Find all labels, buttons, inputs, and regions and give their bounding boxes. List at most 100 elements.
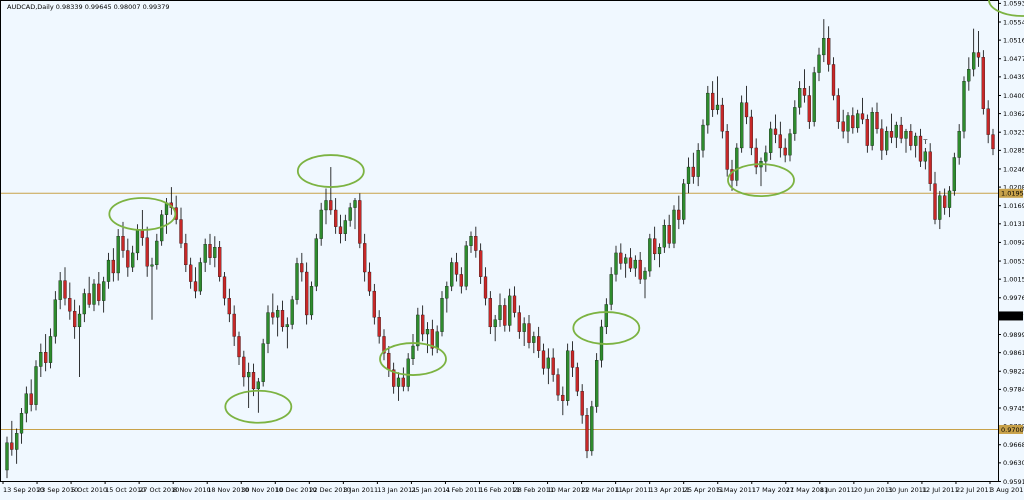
bear-candle — [387, 352, 391, 370]
x-tick-label: 8 Jun 2011 — [820, 486, 855, 494]
bear-candle — [585, 415, 589, 452]
bear-candle — [193, 281, 198, 292]
bear-candle — [73, 310, 77, 328]
bear-candle — [561, 394, 565, 401]
current-price-tag-bg — [999, 311, 1023, 321]
bear-candle — [570, 350, 575, 368]
x-tick-label: 10 Mar 2011 — [548, 486, 589, 494]
bear-candle — [488, 298, 492, 328]
bull-candle — [353, 200, 357, 208]
bear-candle — [121, 236, 125, 251]
bull-candle — [203, 244, 207, 263]
swing-ellipse — [727, 163, 795, 198]
resistance-price-tag-bg — [999, 188, 1023, 198]
bear-candle — [933, 183, 937, 220]
x-tick-label: 27 Oct 2010 — [139, 486, 179, 494]
bull-candle — [213, 247, 217, 258]
bull-candle — [498, 305, 502, 320]
bear-candle — [880, 128, 884, 151]
bull-candle — [894, 124, 898, 138]
bull-candle — [769, 128, 773, 153]
bull-candle — [624, 257, 628, 264]
x-tick-label: 22 Mar 2011 — [582, 486, 623, 494]
bull-candle — [261, 343, 265, 382]
bear-candle — [991, 134, 995, 150]
bear-candle — [227, 298, 231, 315]
bull-candle — [701, 124, 705, 151]
bull-candle — [532, 336, 536, 343]
bear-candle — [208, 244, 212, 258]
bear-candle — [865, 119, 869, 146]
bull-candle — [15, 433, 19, 450]
bear-candle — [363, 243, 367, 273]
bear-candle — [430, 329, 434, 349]
bull-candle — [812, 72, 816, 122]
bull-candle — [247, 372, 251, 378]
bull-candle — [19, 413, 24, 434]
bull-candle — [39, 352, 43, 367]
bear-candle — [111, 259, 115, 274]
chart-text-marker: T — [922, 138, 927, 146]
bear-candle — [126, 250, 130, 268]
bear-candle — [744, 102, 749, 118]
bear-candle — [44, 352, 48, 363]
bull-candle — [92, 283, 96, 305]
bull-candle — [324, 200, 328, 211]
y-tick-label: 1.04770 — [1003, 55, 1024, 63]
bull-candle — [856, 113, 860, 129]
bull-candle — [706, 92, 710, 126]
bear-candle — [517, 312, 521, 332]
y-tick-label: 1.01690 — [1003, 202, 1024, 210]
chart-title: AUDCAD,Daily 0.98339 0.99645 0.98007 0.9… — [7, 3, 170, 11]
bull-candle — [672, 209, 676, 244]
bear-candle — [329, 200, 333, 211]
x-tick-label: 22 Dec 2010 — [309, 486, 351, 494]
bull-candle — [609, 274, 613, 305]
bear-candle — [382, 336, 386, 354]
bull-candle — [740, 102, 744, 149]
bull-candle — [150, 264, 154, 267]
bear-candle — [638, 259, 642, 280]
bear-candle — [527, 323, 531, 343]
y-tick-label: 0.95910 — [1003, 478, 1024, 486]
x-tick-label: 13 Apr 2011 — [650, 486, 690, 494]
bear-candle — [392, 369, 396, 387]
bull-candle — [522, 323, 526, 332]
bull-candle — [343, 220, 347, 234]
bull-candle — [614, 252, 618, 275]
swing-ellipse — [108, 197, 177, 231]
bear-candle — [918, 135, 923, 162]
bull-candle — [662, 225, 666, 248]
bull-candle — [406, 358, 410, 387]
bear-candle — [237, 336, 241, 358]
y-tick-label: 1.00530 — [1003, 257, 1024, 265]
bull-candle — [947, 190, 952, 208]
bear-candle — [841, 121, 845, 132]
bear-candle — [976, 52, 981, 58]
bear-candle — [184, 243, 188, 266]
bull-candle — [648, 238, 652, 272]
bear-candle — [377, 317, 381, 337]
support-price-tag-bg — [999, 424, 1023, 434]
bear-candle — [179, 219, 183, 244]
x-tick-label: 16 Feb 2011 — [479, 486, 519, 494]
x-tick-label: 13 Sep 2010 — [3, 486, 44, 494]
bear-candle — [242, 356, 246, 378]
bear-candle — [899, 124, 903, 139]
bear-candle — [300, 263, 304, 273]
bear-candle — [251, 372, 256, 390]
bear-candle — [783, 147, 787, 156]
x-tick-label: 27 May 2011 — [786, 486, 828, 494]
bull-candle — [131, 252, 135, 268]
bull-candle — [276, 310, 280, 318]
x-tick-label: 22 Jul 2011 — [956, 486, 993, 494]
x-tick-label: 12 Jul 2011 — [922, 486, 959, 494]
bear-candle — [401, 377, 405, 387]
